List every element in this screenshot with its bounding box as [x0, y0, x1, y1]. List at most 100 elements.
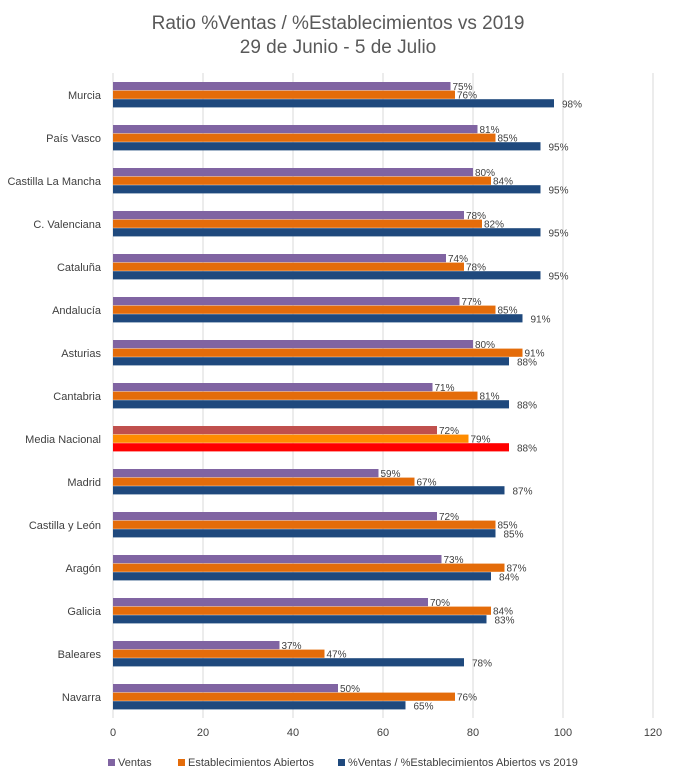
category-label: Cantabria — [53, 391, 102, 403]
category-label: Castilla La Mancha — [7, 176, 101, 188]
bar-ventas — [113, 426, 437, 435]
bar-establecimientos — [113, 477, 415, 486]
category-label: Navarra — [62, 692, 102, 704]
chart-title: Ratio %Ventas / %Establecimientos vs 201… — [152, 13, 525, 34]
data-label: 87% — [507, 564, 527, 575]
chart-subtitle: 29 de Junio - 5 de Julio — [240, 37, 436, 58]
data-label: 84% — [493, 607, 513, 618]
legend-label: Establecimientos Abiertos — [188, 757, 314, 769]
legend: Ventas Establecimientos Abiertos %Ventas /… — [108, 757, 578, 769]
data-label: 95% — [549, 271, 569, 282]
data-label: 85% — [504, 529, 524, 540]
data-label: 95% — [549, 142, 569, 153]
data-label: 85% — [498, 306, 518, 317]
data-label: 83% — [495, 615, 515, 626]
data-label: 80% — [475, 168, 495, 179]
data-label: 72% — [439, 512, 459, 523]
category-labels: Murcia País Vasco Castilla La Mancha C. Val… — [7, 90, 101, 704]
category-label: Murcia — [68, 90, 102, 102]
bar-ventas — [113, 125, 478, 134]
data-label: 59% — [381, 469, 401, 480]
bar-establecimientos — [113, 692, 455, 701]
data-label: 91% — [531, 314, 551, 325]
x-tick-label: 40 — [287, 727, 299, 739]
data-label: 88% — [517, 357, 537, 368]
bar-ratio — [113, 400, 509, 409]
category-label: Galicia — [67, 606, 102, 618]
data-label: 87% — [513, 486, 533, 497]
bar-establecimientos — [113, 391, 478, 400]
bar-ventas — [113, 641, 280, 650]
category-label: Aragón — [66, 563, 101, 575]
x-tick-label: 20 — [197, 727, 209, 739]
category-label: Cataluña — [57, 262, 102, 274]
bar-ratio — [113, 615, 487, 624]
data-label: 37% — [282, 641, 302, 652]
x-tick-label: 60 — [377, 727, 389, 739]
bar-establecimientos — [113, 133, 496, 142]
bar-ratio — [113, 314, 523, 323]
bar-ratio — [113, 529, 496, 538]
bar-establecimientos — [113, 219, 482, 228]
data-label: 88% — [517, 400, 537, 411]
data-label: 79% — [471, 435, 491, 446]
data-label: 72% — [439, 426, 459, 437]
x-axis-ticks: 0 20 40 60 80 100 120 — [110, 727, 662, 739]
bar-ventas — [113, 598, 428, 607]
category-label: C. Valenciana — [33, 219, 102, 231]
bar-establecimientos — [113, 305, 496, 314]
data-label: 84% — [499, 572, 519, 583]
data-labels: 75%76%98%81%85%95%80%84%95%78%82%95%74%7… — [282, 82, 583, 712]
bar-ratio — [113, 443, 509, 452]
bar-establecimientos — [113, 649, 325, 658]
legend-label: %Ventas / %Establecimientos Abiertos vs … — [348, 757, 578, 769]
data-label: 75% — [453, 82, 473, 93]
data-label: 70% — [430, 598, 450, 609]
bars — [113, 82, 554, 710]
bar-ventas — [113, 254, 446, 263]
data-label: 76% — [457, 91, 477, 102]
bar-ventas — [113, 555, 442, 564]
category-label: Baleares — [58, 649, 102, 661]
bar-ventas — [113, 684, 338, 693]
data-label: 78% — [466, 211, 486, 222]
legend-swatch — [178, 759, 185, 766]
bar-ventas — [113, 340, 473, 349]
legend-swatch — [108, 759, 115, 766]
bar-ventas — [113, 512, 437, 521]
bar-establecimientos — [113, 262, 464, 271]
bar-ratio — [113, 357, 509, 366]
data-label: 95% — [549, 228, 569, 239]
x-tick-label: 100 — [554, 727, 572, 739]
x-tick-label: 80 — [467, 727, 479, 739]
data-label: 65% — [414, 701, 434, 712]
data-label: 85% — [498, 521, 518, 532]
category-label: Asturias — [61, 348, 101, 360]
data-label: 74% — [448, 254, 468, 265]
bar-ratio — [113, 658, 464, 667]
data-label: 73% — [444, 555, 464, 566]
x-tick-label: 120 — [644, 727, 662, 739]
data-label: 78% — [466, 263, 486, 274]
data-label: 76% — [457, 693, 477, 704]
data-label: 84% — [493, 177, 513, 188]
data-label: 81% — [480, 125, 500, 136]
bar-establecimientos — [113, 434, 469, 443]
bar-ratio — [113, 486, 505, 495]
data-label: 67% — [417, 478, 437, 489]
legend-label: Ventas — [118, 757, 152, 769]
x-tick-label: 0 — [110, 727, 116, 739]
bar-establecimientos — [113, 520, 496, 529]
category-label: Madrid — [67, 477, 101, 489]
bar-establecimientos — [113, 606, 491, 615]
data-label: 95% — [549, 185, 569, 196]
legend-swatch — [338, 759, 345, 766]
data-label: 78% — [472, 658, 492, 669]
data-label: 85% — [498, 134, 518, 145]
bar-ratio — [113, 99, 554, 108]
data-label: 77% — [462, 297, 482, 308]
bar-ventas — [113, 297, 460, 306]
data-label: 81% — [480, 392, 500, 403]
bar-ratio — [113, 142, 541, 151]
